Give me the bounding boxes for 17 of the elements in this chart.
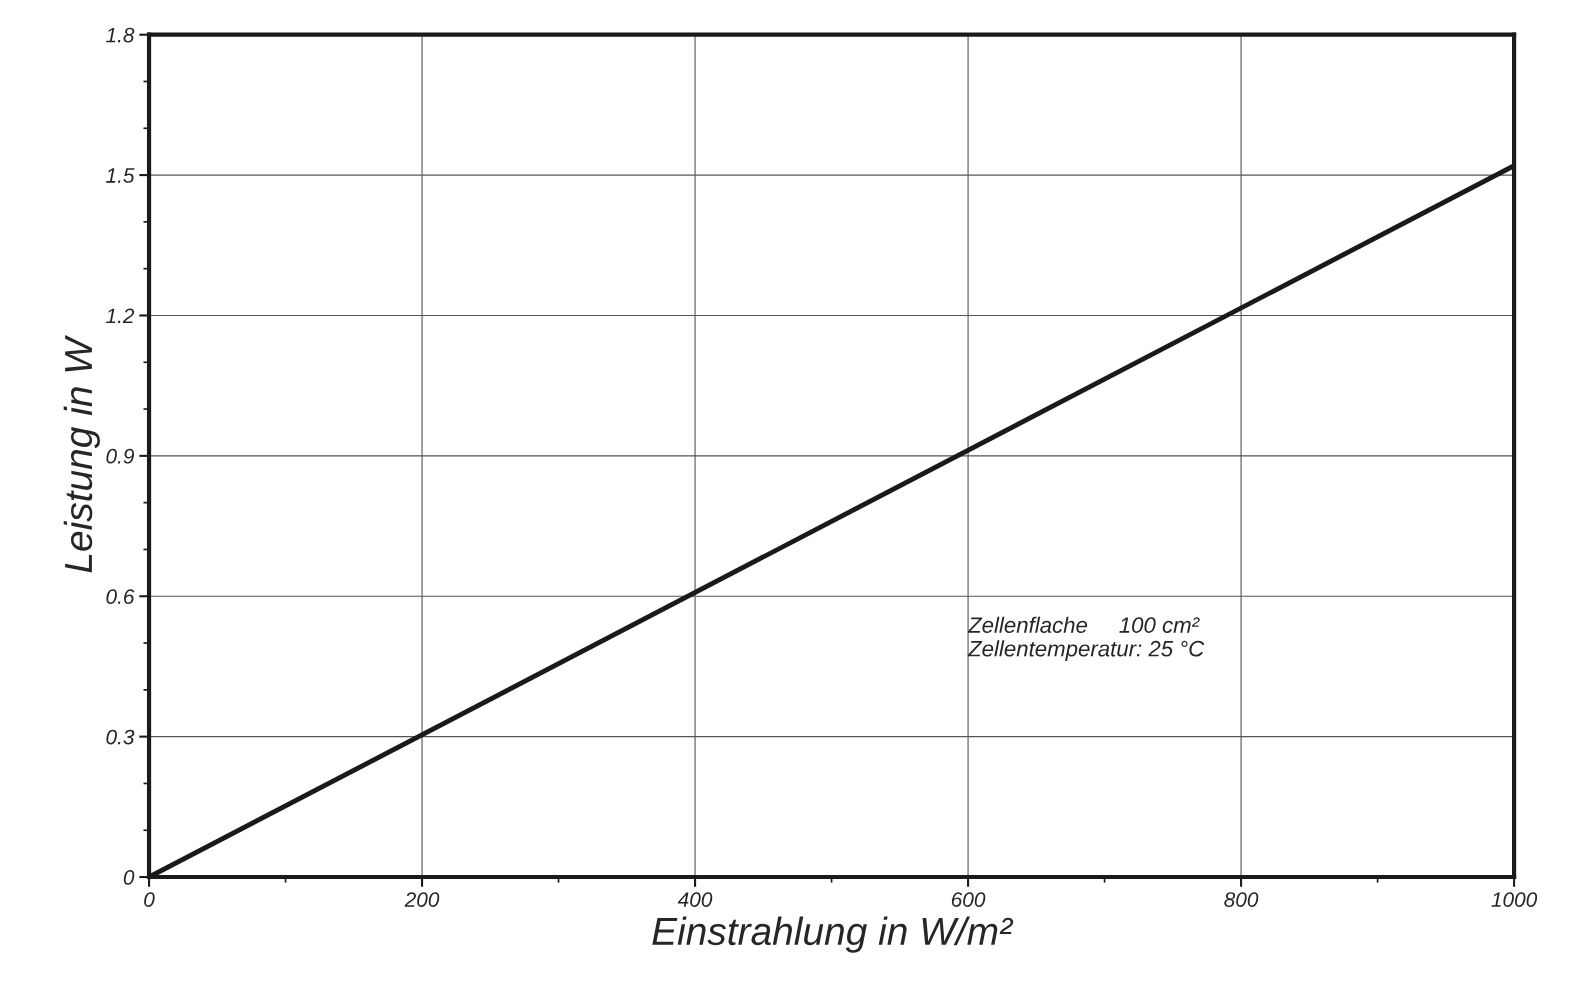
y-tick-label: 1.2 <box>106 308 135 324</box>
x-tick-label: 800 <box>1224 892 1259 907</box>
x-tick-label: 1000 <box>1491 892 1538 907</box>
annotation: Zellentemperatur: 25 °C <box>967 640 1205 661</box>
y-tick-label: 0.6 <box>106 589 135 605</box>
x-tick-label: 600 <box>951 892 986 907</box>
x-tick-label: 0 <box>144 892 155 907</box>
x-tick-label: 200 <box>404 892 440 907</box>
y-tick-label: 1.8 <box>106 27 135 43</box>
x-tick-label: 400 <box>677 892 713 907</box>
y-axis-title: Leistung in W <box>63 334 100 573</box>
y-tick-label: 0 <box>123 870 135 885</box>
y-tick-label: 0.3 <box>106 729 135 745</box>
y-tick-label: 0.9 <box>106 448 135 464</box>
x-axis-title: Einstrahlung in W/m² <box>652 916 1014 953</box>
annotation: Zellenflache 100 cm² <box>967 616 1200 633</box>
y-tick-label: 1.5 <box>106 168 135 183</box>
